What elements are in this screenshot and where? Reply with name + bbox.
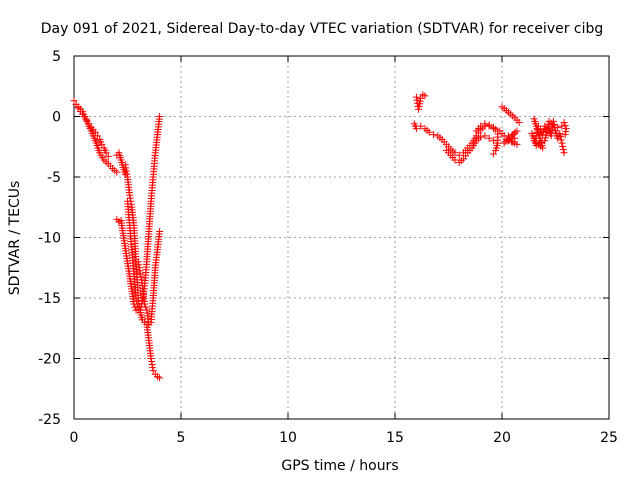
data-point	[91, 128, 99, 136]
data-point	[132, 294, 140, 302]
data-point	[156, 113, 164, 120]
data-point	[135, 261, 143, 269]
data-point	[455, 151, 463, 159]
data-point	[559, 146, 567, 154]
data-point	[556, 129, 564, 137]
data-point	[562, 125, 570, 133]
data-point	[535, 140, 543, 148]
data-point	[477, 133, 485, 141]
data-point	[131, 303, 139, 311]
data-point	[561, 131, 569, 139]
data-point	[489, 137, 497, 145]
data-point	[412, 125, 420, 133]
data-point	[556, 133, 564, 141]
data-point	[560, 119, 568, 127]
x-tick-label: 5	[177, 430, 186, 446]
data-point	[557, 136, 565, 144]
y-tick-label: -15	[38, 291, 61, 307]
data-point	[132, 306, 140, 314]
data-point	[500, 139, 508, 147]
axis-ticks	[73, 55, 610, 420]
data-point	[141, 300, 149, 308]
y-tick-label: -10	[38, 231, 61, 247]
data-point	[509, 130, 517, 138]
data-point	[417, 122, 425, 130]
x-tick-label: 0	[70, 430, 79, 446]
data-point	[413, 96, 421, 104]
data-point	[511, 134, 519, 142]
data-point	[102, 149, 110, 157]
y-tick-label: 0	[52, 110, 61, 126]
data-point	[485, 121, 493, 129]
data-point	[560, 149, 568, 157]
x-tick-label: 25	[600, 430, 618, 446]
data-point	[562, 128, 570, 136]
data-point	[98, 140, 106, 148]
chart-title: Day 091 of 2021, Sidereal Day-to-day VTE…	[41, 21, 604, 37]
data-point	[485, 134, 493, 142]
data-point	[148, 361, 156, 369]
data-point	[137, 276, 145, 284]
data-point	[130, 300, 138, 308]
data-point	[481, 120, 489, 128]
data-point	[70, 97, 78, 105]
data-point	[451, 149, 459, 157]
y-tick-label: -5	[47, 170, 61, 186]
data-point	[532, 142, 540, 150]
data-point	[123, 170, 131, 178]
data-point	[515, 119, 523, 127]
data-point	[534, 122, 542, 130]
data-point	[558, 122, 566, 130]
data-point	[156, 227, 164, 235]
data-point	[430, 131, 438, 139]
data-point	[121, 161, 129, 169]
data-point	[558, 139, 566, 147]
y-tick-label: -20	[38, 352, 61, 368]
data-point	[149, 367, 157, 375]
y-tick-label: -25	[38, 412, 61, 428]
data-point	[148, 358, 156, 366]
y-tick-label: 5	[52, 49, 61, 65]
data-point	[554, 123, 562, 131]
data-point	[149, 364, 157, 372]
data-point	[126, 191, 134, 199]
data-point	[481, 132, 489, 140]
x-tick-label: 15	[386, 430, 404, 446]
data-point	[122, 164, 130, 172]
data-point	[559, 142, 567, 150]
data-point	[136, 270, 144, 278]
tick-labels: 0 5 10 15 20 25 -25 -20 -15 -10 -5 0 5	[38, 49, 618, 446]
data-point	[156, 374, 164, 382]
data-point	[135, 264, 143, 272]
data-point	[142, 303, 150, 311]
data-point	[138, 279, 146, 287]
data-point	[492, 146, 500, 154]
data-point	[417, 94, 425, 102]
data-point	[549, 121, 557, 129]
data-point	[412, 93, 420, 101]
x-axis-label: GPS time / hours	[281, 458, 398, 474]
data-point	[425, 128, 433, 136]
data-point	[538, 138, 546, 146]
y-axis-label: SDTVAR / TECUs	[7, 181, 23, 296]
data-point	[136, 267, 144, 275]
x-tick-label: 10	[279, 430, 297, 446]
data-point	[137, 273, 145, 281]
data-point	[113, 168, 121, 176]
grid	[74, 56, 609, 419]
data-point	[489, 150, 497, 158]
x-tick-label: 20	[493, 430, 511, 446]
data-point	[147, 355, 155, 362]
data-markers	[70, 91, 570, 382]
data-point	[134, 258, 142, 266]
data-point	[451, 156, 459, 164]
data-point	[122, 167, 130, 175]
data-point	[104, 152, 112, 160]
data-point	[561, 122, 569, 130]
data-point	[477, 122, 485, 130]
data-point	[421, 92, 429, 100]
